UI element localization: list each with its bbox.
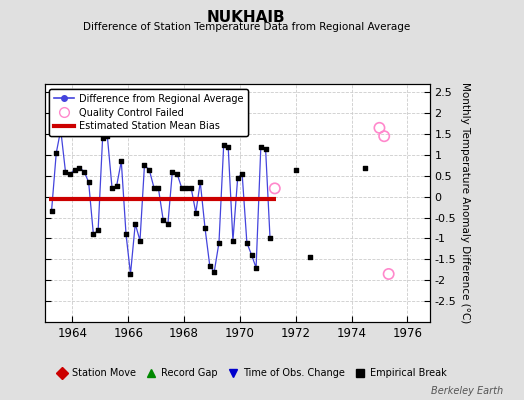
Point [305, 254, 314, 260]
Point [252, 264, 260, 271]
Point [220, 141, 228, 148]
Point [257, 144, 265, 150]
Point [291, 166, 300, 173]
Point [380, 133, 388, 139]
Point [261, 146, 270, 152]
Point [266, 235, 274, 242]
Point [52, 150, 60, 156]
Point [117, 158, 125, 164]
Text: NUKHAIB: NUKHAIB [207, 10, 286, 25]
Point [136, 237, 144, 244]
Point [210, 269, 219, 275]
Point [270, 185, 279, 192]
Point [215, 240, 223, 246]
Point [57, 127, 65, 133]
Point [80, 168, 89, 175]
Point [182, 184, 191, 191]
Point [94, 227, 102, 233]
Point [159, 216, 167, 223]
Point [140, 162, 149, 169]
Point [89, 231, 97, 238]
Point [150, 184, 158, 191]
Point [71, 166, 79, 173]
Point [99, 135, 107, 142]
Point [122, 231, 130, 238]
Point [196, 179, 204, 185]
Point [375, 125, 384, 131]
Point [103, 133, 112, 139]
Legend: Station Move, Record Gap, Time of Obs. Change, Empirical Break: Station Move, Record Gap, Time of Obs. C… [53, 365, 450, 381]
Point [154, 185, 162, 192]
Point [192, 210, 200, 216]
Point [66, 170, 74, 177]
Text: Berkeley Earth: Berkeley Earth [431, 386, 503, 396]
Point [362, 164, 370, 171]
Point [201, 225, 209, 231]
Point [126, 271, 135, 277]
Point [234, 175, 242, 181]
Point [385, 271, 393, 277]
Point [243, 240, 251, 246]
Point [205, 262, 214, 269]
Text: Difference of Station Temperature Data from Regional Average: Difference of Station Temperature Data f… [83, 22, 410, 32]
Point [178, 185, 186, 192]
Point [224, 144, 232, 150]
Point [187, 184, 195, 191]
Legend: Difference from Regional Average, Quality Control Failed, Estimated Station Mean: Difference from Regional Average, Qualit… [49, 89, 248, 136]
Point [61, 168, 70, 175]
Y-axis label: Monthly Temperature Anomaly Difference (°C): Monthly Temperature Anomaly Difference (… [461, 82, 471, 324]
Point [238, 170, 246, 177]
Point [108, 185, 116, 192]
Point [84, 179, 93, 185]
Point [163, 221, 172, 227]
Point [112, 183, 121, 190]
Point [229, 237, 237, 244]
Point [247, 252, 256, 258]
Point [145, 166, 154, 173]
Point [168, 168, 177, 175]
Point [75, 164, 84, 171]
Point [47, 208, 56, 214]
Point [173, 170, 181, 177]
Point [131, 221, 139, 227]
